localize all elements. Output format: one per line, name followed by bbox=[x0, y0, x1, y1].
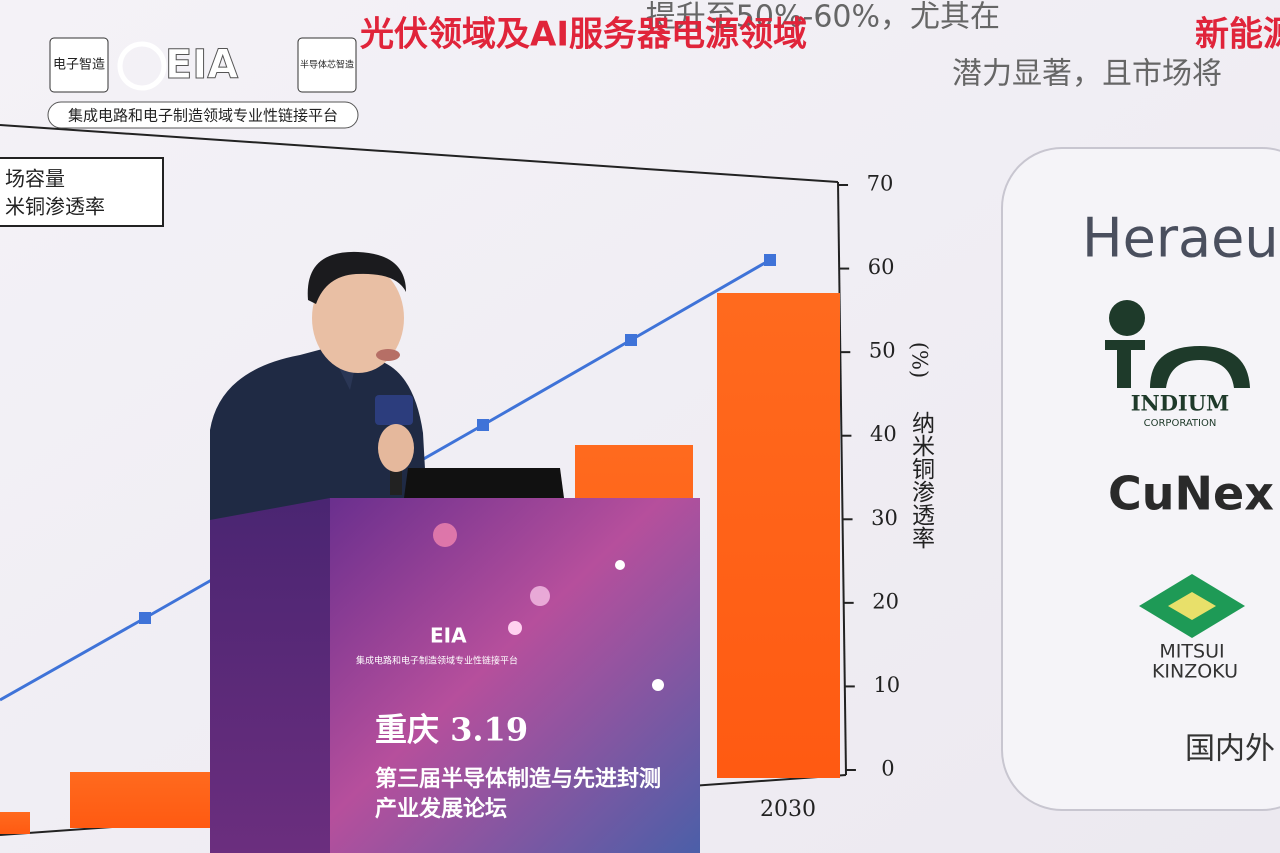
logo-indium: INDIUM bbox=[1131, 391, 1230, 416]
chart-frame bbox=[837, 181, 847, 776]
legend-box bbox=[0, 157, 164, 227]
slide-text: 潜力显著，且市场将 bbox=[952, 57, 1222, 92]
partners-heading: 国内外 bbox=[1185, 732, 1275, 767]
bar bbox=[717, 293, 840, 778]
podium-brand: EIA bbox=[430, 624, 467, 648]
tick-label: 40 bbox=[870, 422, 897, 446]
watermark-logo bbox=[117, 41, 167, 91]
logo-mitsui: KINZOKU bbox=[1152, 661, 1238, 683]
bokeh bbox=[652, 679, 664, 691]
laptop bbox=[404, 468, 564, 498]
speaker-mouth bbox=[376, 349, 400, 361]
speaker-face bbox=[312, 263, 404, 373]
logo-mitsui: MITSUI bbox=[1159, 641, 1224, 663]
microphone bbox=[375, 395, 413, 425]
speaker-hair bbox=[307, 251, 406, 304]
podium-front bbox=[330, 498, 700, 853]
watermark-brand: EIA bbox=[165, 42, 238, 88]
legend-entry: 米铜渗透率 bbox=[5, 195, 105, 219]
line-marker bbox=[139, 612, 151, 624]
logo-icon bbox=[1105, 340, 1250, 388]
axis-unit: (%) bbox=[908, 342, 932, 378]
tick-label: 50 bbox=[869, 339, 896, 363]
watermark-tagline: 集成电路和电子制造领域专业性链接平台 bbox=[68, 107, 338, 125]
logo-icon bbox=[1109, 300, 1145, 336]
watermark-box bbox=[49, 37, 109, 93]
axis-title: 纳米铜渗透率 bbox=[908, 411, 936, 549]
speaker-body bbox=[210, 343, 428, 523]
logo-indium-sub: CORPORATION bbox=[1144, 418, 1217, 429]
tick-label: 20 bbox=[872, 589, 899, 613]
watermark-mark: 电子智造 bbox=[53, 58, 105, 73]
tick-label: 70 bbox=[867, 172, 894, 196]
logo-cunex: CuNex bbox=[1108, 467, 1274, 521]
legend-entry: 场容量 bbox=[5, 167, 65, 191]
podium-title: 产业发展论坛 bbox=[375, 796, 507, 822]
slide-text: 提升至50%-60%，尤其在 bbox=[646, 0, 1000, 35]
bokeh bbox=[508, 621, 522, 635]
tick-label: 0 bbox=[881, 757, 894, 781]
logo-panel bbox=[1001, 147, 1280, 811]
line-marker bbox=[764, 254, 776, 266]
x-label: 2030 bbox=[760, 797, 816, 822]
watermark-tagline-box bbox=[47, 101, 359, 129]
bokeh bbox=[530, 586, 550, 606]
tick-label: 30 bbox=[871, 506, 898, 530]
watermark-mark: 半导体芯智造 bbox=[300, 59, 354, 71]
tick-label: 10 bbox=[873, 673, 900, 697]
bar bbox=[70, 772, 212, 828]
watermark-box bbox=[297, 37, 357, 93]
slide-highlight: 新能源 bbox=[1195, 15, 1280, 55]
bokeh bbox=[433, 523, 457, 547]
podium-tagline: 集成电路和电子制造领域专业性链接平台 bbox=[356, 655, 518, 667]
bar bbox=[0, 812, 30, 834]
logo-heraeus: Heraeu bbox=[1082, 207, 1279, 270]
bokeh bbox=[615, 560, 625, 570]
logo-icon bbox=[1168, 592, 1216, 620]
line-marker bbox=[625, 334, 637, 346]
podium-side bbox=[210, 498, 330, 853]
line-marker bbox=[477, 419, 489, 431]
slide-highlight: 光伏领域及AI服务器电源领域 bbox=[360, 15, 807, 55]
chart-frame bbox=[0, 124, 839, 183]
podium-city-date: 重庆 3.19 bbox=[375, 711, 528, 749]
speaker-hand bbox=[378, 424, 414, 472]
tick-label: 60 bbox=[868, 255, 895, 279]
podium-title: 第三届半导体制造与先进封测 bbox=[375, 766, 661, 792]
right-axis: 0 10 20 30 40 50 60 70 bbox=[838, 172, 900, 781]
